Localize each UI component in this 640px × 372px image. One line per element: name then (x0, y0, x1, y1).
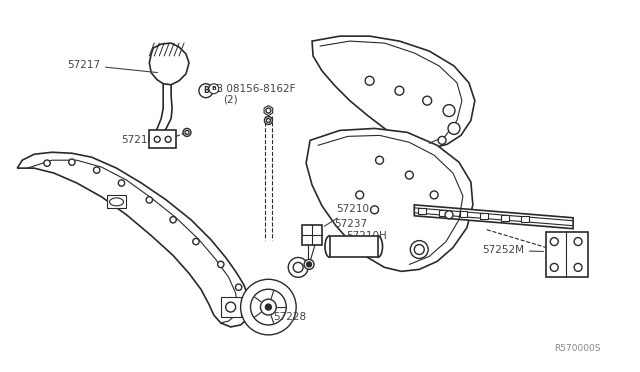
Circle shape (550, 238, 558, 246)
Polygon shape (221, 297, 241, 317)
Text: 57210H: 57210H (346, 231, 387, 241)
Text: 57228: 57228 (273, 312, 307, 322)
Circle shape (550, 263, 558, 271)
Circle shape (44, 160, 50, 166)
Polygon shape (414, 205, 573, 229)
Text: B: B (203, 86, 209, 95)
Polygon shape (306, 128, 473, 271)
Circle shape (165, 137, 171, 142)
Circle shape (443, 105, 455, 116)
Text: B 08156-8162F: B 08156-8162F (216, 84, 295, 94)
Circle shape (250, 289, 286, 325)
Circle shape (146, 197, 152, 203)
Circle shape (118, 180, 125, 186)
Circle shape (574, 238, 582, 246)
Polygon shape (480, 213, 488, 219)
Circle shape (236, 284, 242, 291)
Text: 57252M: 57252M (482, 246, 543, 256)
Circle shape (304, 259, 314, 269)
Circle shape (183, 128, 191, 137)
Circle shape (218, 261, 224, 267)
Circle shape (574, 263, 582, 271)
Circle shape (260, 299, 276, 315)
Text: 57237: 57237 (334, 219, 367, 229)
Circle shape (264, 116, 273, 125)
Circle shape (185, 131, 189, 134)
Circle shape (241, 279, 296, 335)
Circle shape (93, 167, 100, 173)
Circle shape (199, 84, 213, 98)
Polygon shape (439, 210, 447, 216)
Circle shape (414, 244, 424, 254)
Circle shape (405, 171, 413, 179)
Circle shape (226, 302, 236, 312)
Circle shape (376, 156, 383, 164)
Circle shape (170, 217, 176, 223)
Circle shape (193, 238, 199, 245)
Circle shape (307, 262, 312, 267)
Circle shape (371, 206, 378, 214)
Polygon shape (312, 36, 475, 148)
Polygon shape (522, 217, 529, 222)
Circle shape (154, 137, 160, 142)
Text: 57210B: 57210B (122, 135, 168, 145)
Text: B: B (211, 86, 216, 91)
Polygon shape (419, 208, 426, 214)
Polygon shape (264, 106, 273, 116)
Polygon shape (547, 232, 588, 277)
Circle shape (288, 257, 308, 277)
Circle shape (293, 262, 303, 272)
Text: R570000S: R570000S (554, 344, 601, 353)
Circle shape (266, 304, 271, 310)
Text: 57210: 57210 (324, 204, 369, 226)
Text: (2): (2) (223, 94, 237, 105)
Circle shape (430, 191, 438, 199)
Polygon shape (330, 235, 378, 257)
Polygon shape (302, 225, 322, 244)
Polygon shape (149, 43, 189, 85)
Polygon shape (149, 131, 176, 148)
Text: 57217: 57217 (67, 60, 157, 73)
Circle shape (445, 211, 453, 219)
Circle shape (423, 96, 431, 105)
Circle shape (365, 76, 374, 85)
Circle shape (68, 159, 75, 166)
Circle shape (356, 191, 364, 199)
Circle shape (266, 119, 270, 122)
Circle shape (266, 108, 271, 113)
Circle shape (209, 84, 219, 94)
Polygon shape (17, 152, 250, 327)
Polygon shape (501, 215, 509, 221)
Circle shape (395, 86, 404, 95)
Polygon shape (460, 211, 467, 217)
Polygon shape (107, 195, 127, 208)
Circle shape (448, 122, 460, 134)
Circle shape (438, 137, 446, 144)
Circle shape (410, 241, 428, 259)
